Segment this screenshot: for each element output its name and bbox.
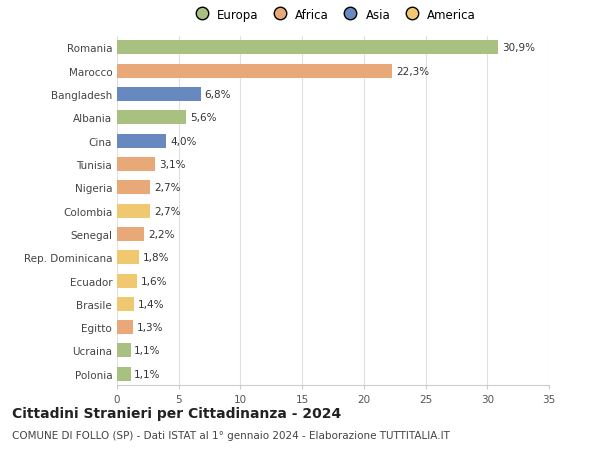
Text: 30,9%: 30,9% xyxy=(502,43,535,53)
Text: 1,6%: 1,6% xyxy=(140,276,167,286)
Text: 2,2%: 2,2% xyxy=(148,230,175,240)
Text: 1,1%: 1,1% xyxy=(134,369,161,379)
Text: COMUNE DI FOLLO (SP) - Dati ISTAT al 1° gennaio 2024 - Elaborazione TUTTITALIA.I: COMUNE DI FOLLO (SP) - Dati ISTAT al 1° … xyxy=(12,431,450,441)
Bar xyxy=(117,157,155,172)
Text: 4,0%: 4,0% xyxy=(170,136,196,146)
Bar xyxy=(117,181,151,195)
Text: 1,4%: 1,4% xyxy=(138,299,164,309)
Text: 22,3%: 22,3% xyxy=(396,67,429,77)
Bar xyxy=(117,204,151,218)
Bar xyxy=(117,41,499,56)
Bar xyxy=(117,367,131,381)
Text: 3,1%: 3,1% xyxy=(159,160,185,170)
Bar xyxy=(117,65,392,78)
Text: 2,7%: 2,7% xyxy=(154,183,181,193)
Bar xyxy=(117,227,144,241)
Bar xyxy=(117,344,131,358)
Bar xyxy=(117,297,134,311)
Bar xyxy=(117,88,201,102)
Text: 6,8%: 6,8% xyxy=(205,90,231,100)
Text: 1,1%: 1,1% xyxy=(134,346,161,356)
Bar xyxy=(117,251,139,265)
Text: 1,8%: 1,8% xyxy=(143,252,169,263)
Bar xyxy=(117,111,186,125)
Bar xyxy=(117,134,166,148)
Text: Cittadini Stranieri per Cittadinanza - 2024: Cittadini Stranieri per Cittadinanza - 2… xyxy=(12,406,341,420)
Text: 1,3%: 1,3% xyxy=(137,322,163,332)
Bar xyxy=(117,274,137,288)
Bar xyxy=(117,320,133,335)
Legend: Europa, Africa, Asia, America: Europa, Africa, Asia, America xyxy=(188,6,478,24)
Text: 5,6%: 5,6% xyxy=(190,113,217,123)
Text: 2,7%: 2,7% xyxy=(154,206,181,216)
